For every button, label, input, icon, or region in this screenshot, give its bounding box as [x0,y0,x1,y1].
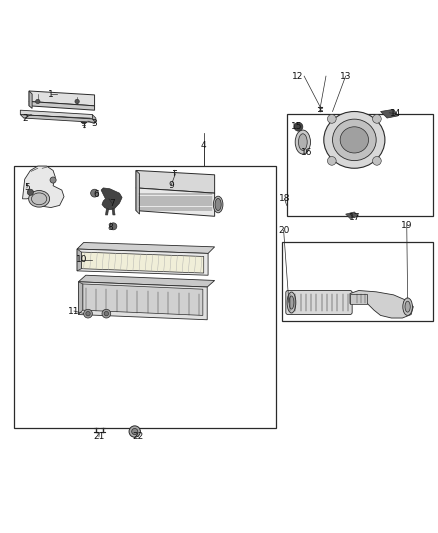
Circle shape [27,189,33,195]
Ellipse shape [403,298,413,316]
Polygon shape [78,275,215,287]
Ellipse shape [213,196,223,213]
Ellipse shape [295,130,311,154]
Ellipse shape [215,198,221,211]
Text: 9: 9 [168,181,174,190]
Circle shape [328,115,336,123]
Ellipse shape [298,134,307,150]
Circle shape [129,426,141,437]
Polygon shape [92,115,96,123]
Text: 4: 4 [201,141,207,150]
Circle shape [294,123,303,131]
Text: 6: 6 [94,190,99,199]
Polygon shape [350,290,413,318]
Circle shape [50,177,56,183]
Ellipse shape [28,190,49,207]
Text: 13: 13 [340,71,351,80]
Text: 19: 19 [401,221,413,230]
Ellipse shape [287,292,296,313]
Text: 5: 5 [24,183,30,192]
Polygon shape [83,284,203,316]
Circle shape [102,309,111,318]
Circle shape [75,99,79,103]
Ellipse shape [324,111,385,168]
Text: 8: 8 [107,223,113,232]
Ellipse shape [332,119,376,160]
Text: 15: 15 [291,122,303,131]
Text: 7: 7 [109,199,115,208]
Polygon shape [112,209,115,215]
Text: 17: 17 [349,213,360,222]
Ellipse shape [405,301,410,312]
Polygon shape [381,109,398,118]
Circle shape [91,189,99,197]
Text: 3: 3 [92,119,97,128]
Polygon shape [81,252,204,273]
Polygon shape [29,91,32,108]
Text: 1: 1 [48,90,54,99]
Circle shape [373,157,381,165]
Polygon shape [20,115,96,123]
Text: 16: 16 [300,149,312,157]
Text: 14: 14 [390,109,402,118]
Polygon shape [77,249,208,275]
Polygon shape [350,294,367,304]
Circle shape [86,311,90,316]
Text: 12: 12 [292,71,303,80]
Polygon shape [78,282,207,320]
Circle shape [110,223,117,230]
Circle shape [84,309,92,318]
Polygon shape [346,212,359,219]
Text: 18: 18 [279,195,290,203]
Circle shape [104,311,109,316]
Text: 11: 11 [68,306,80,316]
Polygon shape [136,171,215,193]
Bar [14,166,276,428]
Text: 20: 20 [278,226,290,235]
Polygon shape [77,249,81,271]
Bar [283,243,433,321]
Ellipse shape [340,127,368,153]
FancyBboxPatch shape [286,290,352,314]
Polygon shape [136,188,215,216]
Ellipse shape [289,296,294,309]
Text: 10: 10 [76,255,87,264]
Circle shape [132,429,138,434]
Polygon shape [20,110,92,119]
Bar [287,114,433,216]
Polygon shape [22,166,64,207]
Polygon shape [29,101,95,110]
Text: 22: 22 [133,432,144,441]
Polygon shape [29,91,95,106]
Polygon shape [77,243,215,253]
Polygon shape [78,282,83,314]
Text: 2: 2 [22,114,28,123]
Circle shape [328,157,336,165]
Polygon shape [106,209,109,215]
Polygon shape [101,188,122,210]
Polygon shape [136,171,140,214]
Text: 21: 21 [93,432,105,441]
Circle shape [35,99,40,103]
Circle shape [373,115,381,123]
